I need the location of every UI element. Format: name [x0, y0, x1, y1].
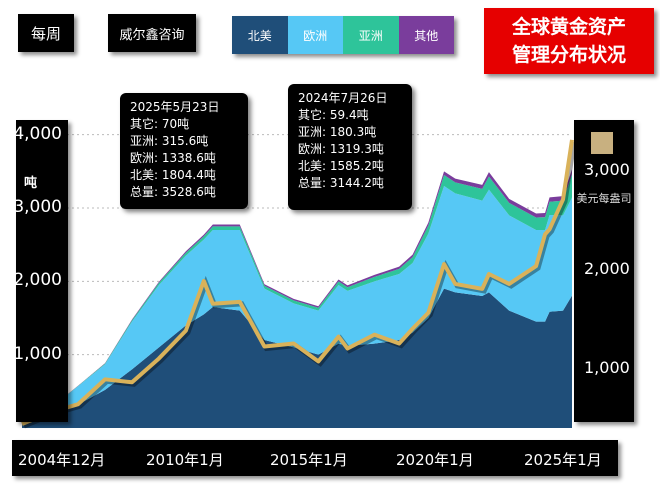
frequency-label: 每周 [18, 14, 74, 52]
legend-item-north-america: 北美 [232, 16, 288, 54]
annotation-line: 总量: 3144.2吨 [298, 176, 384, 190]
line-series [21, 139, 577, 429]
left-tick-label: 2,000 [13, 270, 62, 291]
annotation-line: 北美: 1585.2吨 [298, 159, 384, 173]
source-label: 威尔鑫咨询 [108, 14, 196, 52]
gold-price-line [21, 139, 574, 426]
annotation-line: 总量: 3528.6吨 [130, 185, 216, 199]
legend-item-europe: 欧洲 [287, 16, 343, 54]
annotation-date: 2024年7月26日 [298, 91, 388, 105]
legend-item-other: 其他 [398, 16, 454, 54]
annotation-line: 北美: 1804.4吨 [130, 168, 216, 182]
title-line-1: 全球黄金资产 [511, 16, 626, 38]
annotation-line: 其它: 70吨 [130, 117, 190, 131]
area-series [22, 169, 572, 428]
annotation-line: 欧洲: 1338.6吨 [130, 151, 216, 165]
right-tick-label: 3,000 [584, 159, 630, 179]
annotation-box-2024: 2024年7月26日 其它: 59.4吨 亚洲: 180.3吨 欧洲: 1319… [288, 84, 412, 210]
annotation-line: 其它: 59.4吨 [298, 108, 369, 122]
x-tick-label: 2025年1月 [524, 451, 602, 469]
legend: 北美 欧洲 亚洲 其他 [232, 16, 454, 54]
x-tick-label: 2015年1月 [270, 451, 348, 469]
annotation-line: 欧洲: 1319.3吨 [298, 142, 384, 156]
area-series-1 [22, 186, 572, 424]
x-tick-label: 2020年1月 [396, 451, 474, 469]
right-tick-label: 1,000 [584, 358, 630, 378]
annotation-line: 亚洲: 180.3吨 [298, 125, 377, 139]
gold-price-line-shadow [23, 141, 577, 429]
right-tick-label: 2,000 [584, 259, 630, 279]
annotation-line: 亚洲: 315.6吨 [130, 134, 209, 148]
x-axis: 2004年12月 2010年1月 2015年1月 2020年1月 2025年1月 [12, 440, 618, 476]
left-tick-label: 3,000 [13, 197, 62, 217]
x-tick-label: 2004年12月 [18, 451, 106, 469]
right-axis-unit: 美元每盎司 [576, 192, 632, 205]
chart-title: 全球黄金资产 管理分布状况 [484, 8, 654, 74]
annotation-date: 2025年5月23日 [130, 100, 220, 114]
left-y-axis: 吨 1,000 2,000 3,000 4,000 [13, 120, 68, 422]
area-series-0 [22, 288, 572, 428]
left-axis-unit: 吨 [24, 176, 38, 191]
gold-price-legend-swatch [591, 132, 613, 154]
legend-item-asia: 亚洲 [343, 16, 399, 54]
annotation-box-2025: 2025年5月23日 其它: 70吨 亚洲: 315.6吨 欧洲: 1338.6… [120, 93, 248, 209]
left-tick-label: 4,000 [13, 123, 62, 144]
x-tick-label: 2010年1月 [146, 451, 224, 469]
title-line-2: 管理分布状况 [511, 44, 626, 66]
left-tick-label: 1,000 [13, 343, 62, 364]
right-y-axis: 美元每盎司 1,000 2,000 3,000 [574, 120, 634, 422]
